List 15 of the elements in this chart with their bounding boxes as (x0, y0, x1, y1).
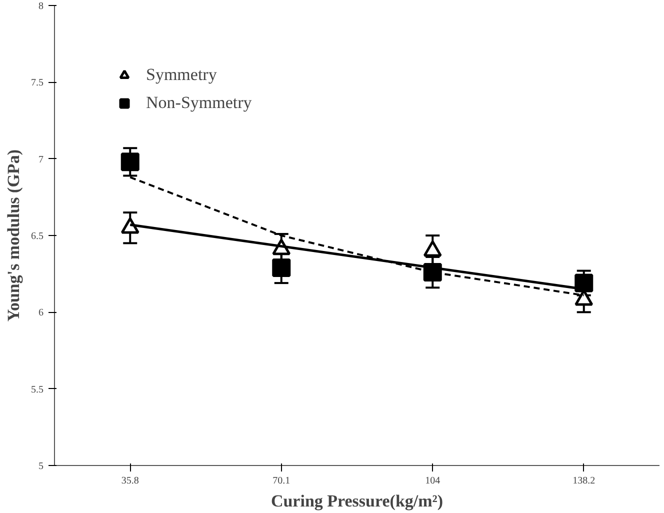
x-tick-label: 138.2 (572, 476, 596, 486)
y-axis-title: Young's modulus (GPa) (4, 150, 23, 322)
y-tick-label: 8 (38, 1, 44, 12)
y-tick-label: 6 (38, 308, 44, 319)
x-tick-label: 70.1 (272, 476, 290, 486)
legend-label: Symmetry (146, 65, 217, 85)
y-tick-label: 6.5 (31, 231, 44, 242)
y-tick-label: 5.5 (31, 384, 44, 396)
y-tick-label: 7.5 (31, 78, 44, 89)
x-tick-label: 104 (425, 476, 440, 486)
legend-label: Non-Symmetry (146, 93, 252, 113)
y-tick-label: 7 (38, 154, 44, 166)
x-tick-label: 35.8 (121, 476, 139, 486)
x-axis-title: Curing Pressure(kg/m²) (270, 492, 444, 510)
y-tick-label: 5 (38, 461, 44, 472)
